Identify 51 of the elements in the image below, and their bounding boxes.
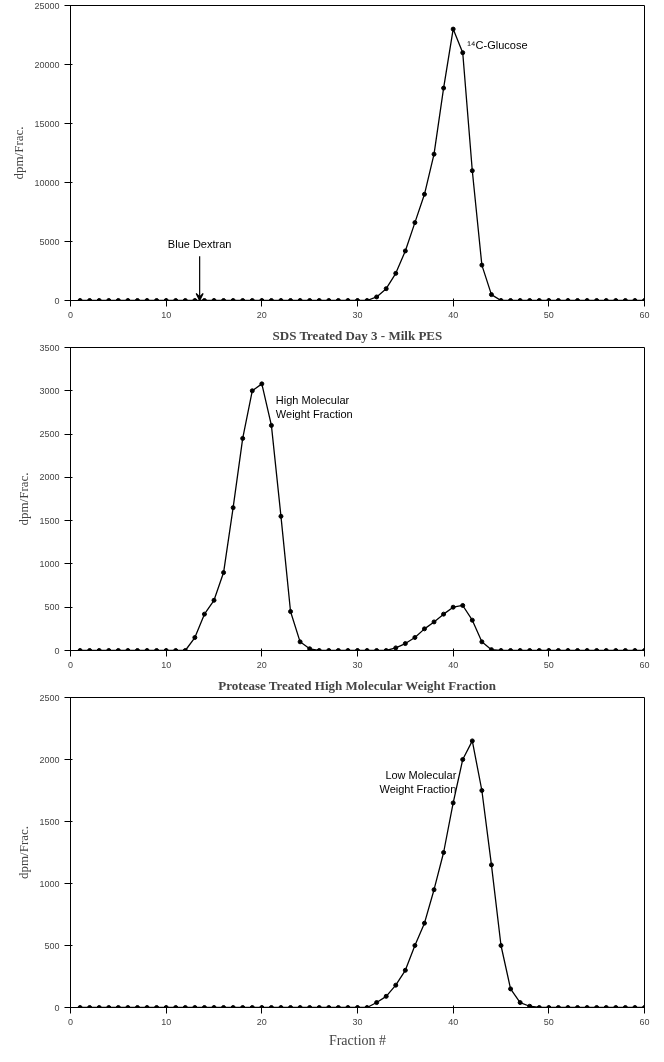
y-tick-label: 2000 (39, 754, 60, 765)
y-tick-label: 3500 (39, 342, 60, 353)
y-tick-label: 1500 (39, 816, 60, 827)
chart-title: SDS Treated Day 3 - Milk PES (272, 327, 443, 343)
y-axis-title: dpm/Frac. (16, 472, 32, 526)
x-tick-label: 40 (448, 659, 459, 670)
y-tick-label: 0 (54, 295, 60, 306)
x-tick-label: 40 (448, 1016, 459, 1027)
y-tick-label: 0 (54, 1002, 60, 1013)
x-axis-title: Fraction # (328, 1032, 387, 1048)
x-tick-label: 30 (352, 1016, 363, 1027)
y-tick-label: 0 (54, 645, 60, 656)
y-tick-label: 25000 (34, 0, 60, 11)
x-tick-label: 30 (352, 309, 363, 320)
y-tick-label: 15000 (34, 118, 60, 129)
x-tick-label: 50 (543, 309, 554, 320)
x-tick-label: 0 (68, 659, 74, 670)
y-tick-label: 500 (44, 602, 60, 613)
x-tick-label: 20 (256, 309, 267, 320)
x-tick-label: 50 (543, 659, 554, 670)
annotation: Low Molecular Weight Fraction (379, 768, 457, 796)
y-tick-label: 3000 (39, 385, 60, 396)
y-tick-label: 5000 (39, 236, 60, 247)
x-tick-label: 60 (639, 309, 650, 320)
x-tick-label: 40 (448, 309, 459, 320)
y-tick-label: 1000 (39, 878, 60, 889)
x-tick-label: 0 (68, 309, 74, 320)
y-tick-label: 500 (44, 940, 60, 951)
y-axis-title: dpm/Frac. (16, 825, 32, 880)
x-tick-label: 60 (639, 1016, 650, 1027)
x-tick-label: 10 (161, 659, 172, 670)
x-tick-label: 0 (68, 1016, 74, 1027)
y-tick-label: 2000 (39, 472, 60, 483)
annotation: Blue Dextran (167, 238, 232, 251)
y-tick-label: 2500 (39, 692, 60, 703)
y-tick-label: 1500 (39, 515, 60, 526)
y-tick-label: 1000 (39, 558, 60, 569)
annotation: High Molecular Weight Fraction (275, 393, 353, 421)
chart-title: Protease Treated High Molecular Weight Fraction (218, 677, 497, 693)
x-tick-label: 60 (639, 659, 650, 670)
x-tick-label: 20 (256, 1016, 267, 1027)
y-tick-label: 2500 (39, 429, 60, 440)
x-tick-label: 20 (256, 659, 267, 670)
annotation: ¹⁴C-Glucose (467, 39, 528, 52)
x-tick-label: 30 (352, 659, 363, 670)
x-tick-label: 10 (161, 1016, 172, 1027)
y-tick-label: 20000 (34, 59, 60, 70)
x-tick-label: 50 (543, 1016, 554, 1027)
y-axis-title: dpm/Frac. (11, 126, 27, 180)
y-tick-label: 10000 (34, 177, 60, 188)
x-tick-label: 10 (161, 309, 172, 320)
